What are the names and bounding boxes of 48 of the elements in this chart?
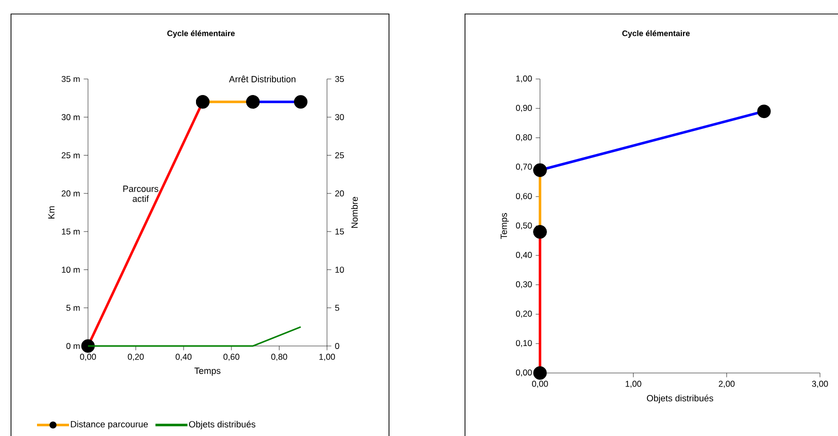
y-tick-label: 0,70 bbox=[516, 164, 532, 171]
y-tick-label: 10 m bbox=[62, 266, 80, 273]
x-tick-label: 1,00 bbox=[319, 354, 335, 361]
legend-label: Objets distribués bbox=[189, 420, 256, 430]
y2-tick-label: 5 bbox=[335, 304, 340, 311]
y-tick-label: 0,60 bbox=[516, 193, 532, 200]
y-tick-label: 25 m bbox=[62, 152, 80, 158]
y-tick-label: 5 m bbox=[66, 304, 80, 311]
y-tick-label: 0,20 bbox=[516, 310, 532, 318]
y-tick-label: 20 m bbox=[62, 190, 80, 196]
y2-tick-label: 10 bbox=[335, 266, 344, 273]
y-tick-label: 0,80 bbox=[516, 134, 532, 142]
y2-tick-label: 35 bbox=[335, 76, 344, 82]
y-axis-title: Temps bbox=[500, 213, 509, 240]
y-tick-label: 0,50 bbox=[516, 222, 532, 230]
chart-title: Cycle élémentaire bbox=[622, 30, 690, 38]
y2-tick-label: 0 bbox=[335, 342, 340, 349]
y-tick-label: 0,90 bbox=[516, 104, 532, 112]
y-tick-label: 35 m bbox=[62, 76, 80, 82]
y-tick-label: 0,30 bbox=[516, 281, 532, 288]
y-axis-title: Km bbox=[48, 206, 54, 219]
x-tick-label: 0,00 bbox=[532, 380, 548, 388]
y-tick-label: 0,10 bbox=[516, 340, 532, 348]
x-tick-label: 1,00 bbox=[626, 380, 642, 388]
y-tick-label: 1,00 bbox=[516, 75, 532, 82]
y-tick-label: 0,40 bbox=[516, 252, 532, 259]
y-tick-label: 0,00 bbox=[516, 369, 532, 376]
legend-label: Distance parcourue bbox=[70, 420, 148, 430]
x-axis-title: Objets distribués bbox=[646, 394, 714, 404]
x-tick-label: 2,00 bbox=[718, 380, 735, 388]
x-axis-title: Temps bbox=[194, 368, 220, 376]
x-tick-label: 0,20 bbox=[128, 354, 144, 361]
y-tick-label: 30 m bbox=[62, 114, 80, 120]
y-tick-label: 0 m bbox=[66, 342, 80, 349]
y2-axis-title: Nombre bbox=[351, 196, 358, 228]
y2-tick-label: 20 bbox=[335, 190, 344, 196]
x-tick-label: 0,60 bbox=[223, 354, 240, 361]
y2-tick-label: 30 bbox=[335, 114, 344, 120]
y2-tick-label: 25 bbox=[335, 152, 344, 158]
x-tick-label: 0,00 bbox=[80, 354, 96, 361]
x-tick-label: 3,00 bbox=[812, 380, 828, 388]
x-tick-label: 0,80 bbox=[271, 354, 288, 361]
annotation: Parcours actif bbox=[123, 186, 158, 202]
x-tick-label: 0,40 bbox=[176, 354, 192, 361]
annotation: Arrêt Distribution bbox=[228, 76, 296, 82]
y-tick-label: 15 m bbox=[62, 228, 80, 235]
y2-tick-label: 15 bbox=[335, 228, 344, 235]
chart-title: Cycle élémentaire bbox=[167, 30, 235, 38]
